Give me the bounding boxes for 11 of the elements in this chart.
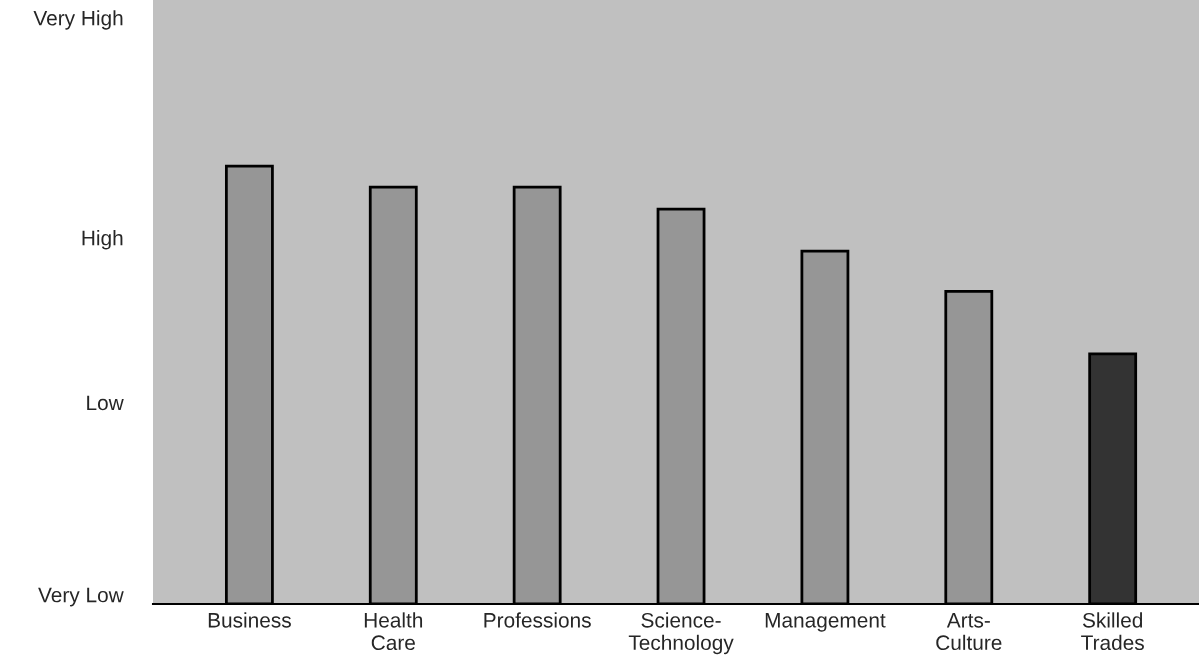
text: Low xyxy=(87,395,124,411)
x-tick-label: Science- Technology xyxy=(628,612,734,655)
x-tick-label: Management xyxy=(765,613,886,632)
x-tick-label: Professions xyxy=(484,612,591,628)
text: Very Low xyxy=(38,587,124,607)
x-tick-label: Business xyxy=(208,612,291,628)
x-tick-label: Health Care xyxy=(364,612,423,651)
x-tick-label: Arts- Culture xyxy=(936,613,1002,651)
x-tick-label: Skilled Trades xyxy=(1081,612,1144,651)
text: High xyxy=(82,230,123,250)
text: Very High xyxy=(33,10,123,30)
